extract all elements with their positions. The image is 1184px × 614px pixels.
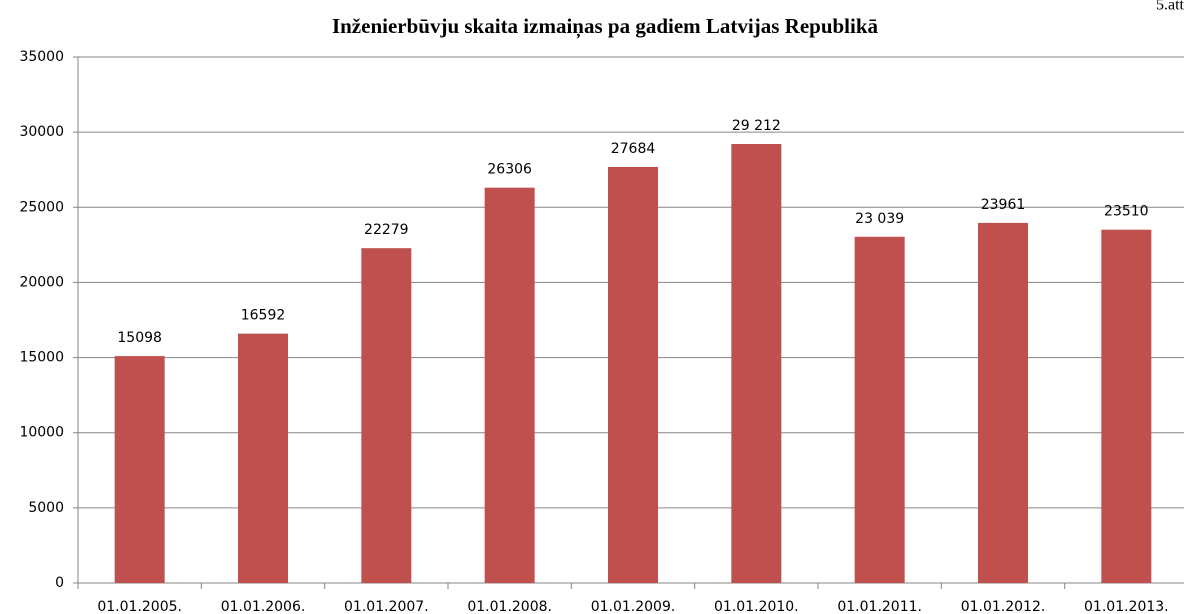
y-tick-label: 5000 [28,500,64,516]
data-label: 23961 [981,197,1026,213]
data-label: 23 039 [855,211,904,227]
x-tick-label: 01.01.2007. [344,599,429,614]
y-tick-label: 25000 [19,199,64,215]
y-tick-label: 30000 [19,124,64,140]
figure-number: 5.att [1156,0,1184,14]
bar [978,222,1028,584]
data-label: 27684 [611,141,656,157]
bar [114,356,165,583]
bar [854,236,905,583]
bar [1101,229,1152,583]
x-tick-label: 01.01.2008. [467,599,552,614]
x-tick-label: 01.01.2010. [714,599,799,614]
data-label: 22279 [364,222,409,238]
bar [608,166,658,583]
chart-title: Inženierbūvju skaita izmaiņas pa gadiem … [332,14,879,39]
x-tick-label: 01.01.2011. [837,599,922,614]
x-tick-label: 01.01.2013. [1084,599,1169,614]
x-tick-label: 01.01.2009. [591,599,676,614]
y-tick-label: 15000 [19,350,64,366]
y-tick-label: 10000 [19,425,64,441]
bar [238,333,288,583]
x-tick-label: 01.01.2012. [961,599,1046,614]
y-tick-label: 0 [55,575,64,591]
data-label: 26306 [487,162,532,178]
y-tick-label: 20000 [19,274,64,290]
data-label: 16592 [241,308,286,324]
x-tick-label: 01.01.2005. [97,599,182,614]
data-label: 15098 [117,330,162,346]
x-tick-label: 01.01.2006. [221,599,306,614]
bar [731,143,782,584]
data-label: 29 212 [732,118,781,134]
y-tick-label: 35000 [19,49,64,65]
bar [361,248,412,583]
data-label: 23510 [1104,204,1149,220]
bar [484,187,535,584]
